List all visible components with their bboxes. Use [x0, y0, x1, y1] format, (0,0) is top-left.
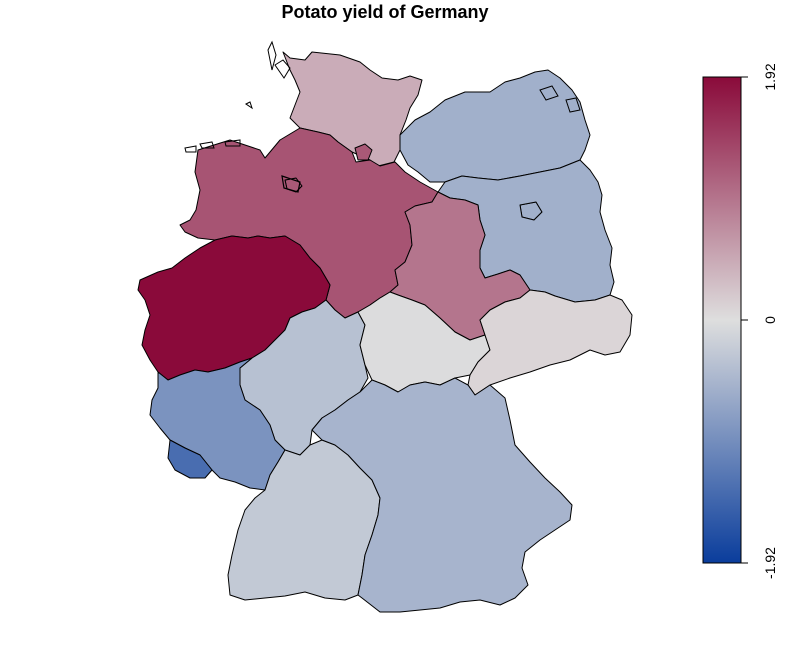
islands — [184, 40, 581, 193]
region-hamburg — [354, 143, 373, 161]
legend-label-min: -1.92 — [762, 547, 778, 579]
states-layer — [137, 51, 633, 613]
legend-label-mid: 0 — [762, 316, 778, 324]
region-saarland — [167, 439, 213, 479]
legend: 1.92 0 -1.92 — [702, 63, 778, 579]
region-mecklenburg-vorpommern — [399, 69, 591, 183]
map-title: Potato yield of Germany — [281, 2, 489, 22]
region-sachsen — [467, 289, 633, 396]
legend-label-max: 1.92 — [762, 63, 778, 90]
region-bayern — [311, 377, 573, 613]
legend-colorbar — [702, 76, 742, 564]
